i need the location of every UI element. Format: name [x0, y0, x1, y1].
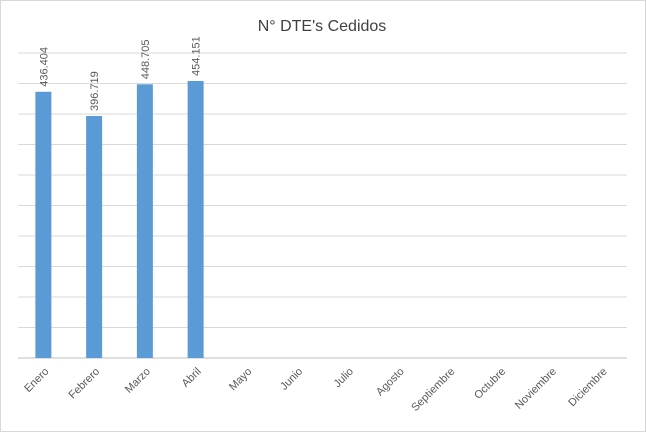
chart-title: N° DTE's Cedidos [258, 18, 387, 35]
data-label: 436.404 [38, 47, 50, 87]
bar [136, 84, 153, 358]
bar [35, 91, 52, 359]
bar [187, 80, 204, 358]
data-label: 454.151 [191, 36, 203, 76]
data-label: 448.705 [140, 40, 152, 80]
bar [86, 116, 103, 359]
data-label: 396.719 [89, 71, 101, 111]
